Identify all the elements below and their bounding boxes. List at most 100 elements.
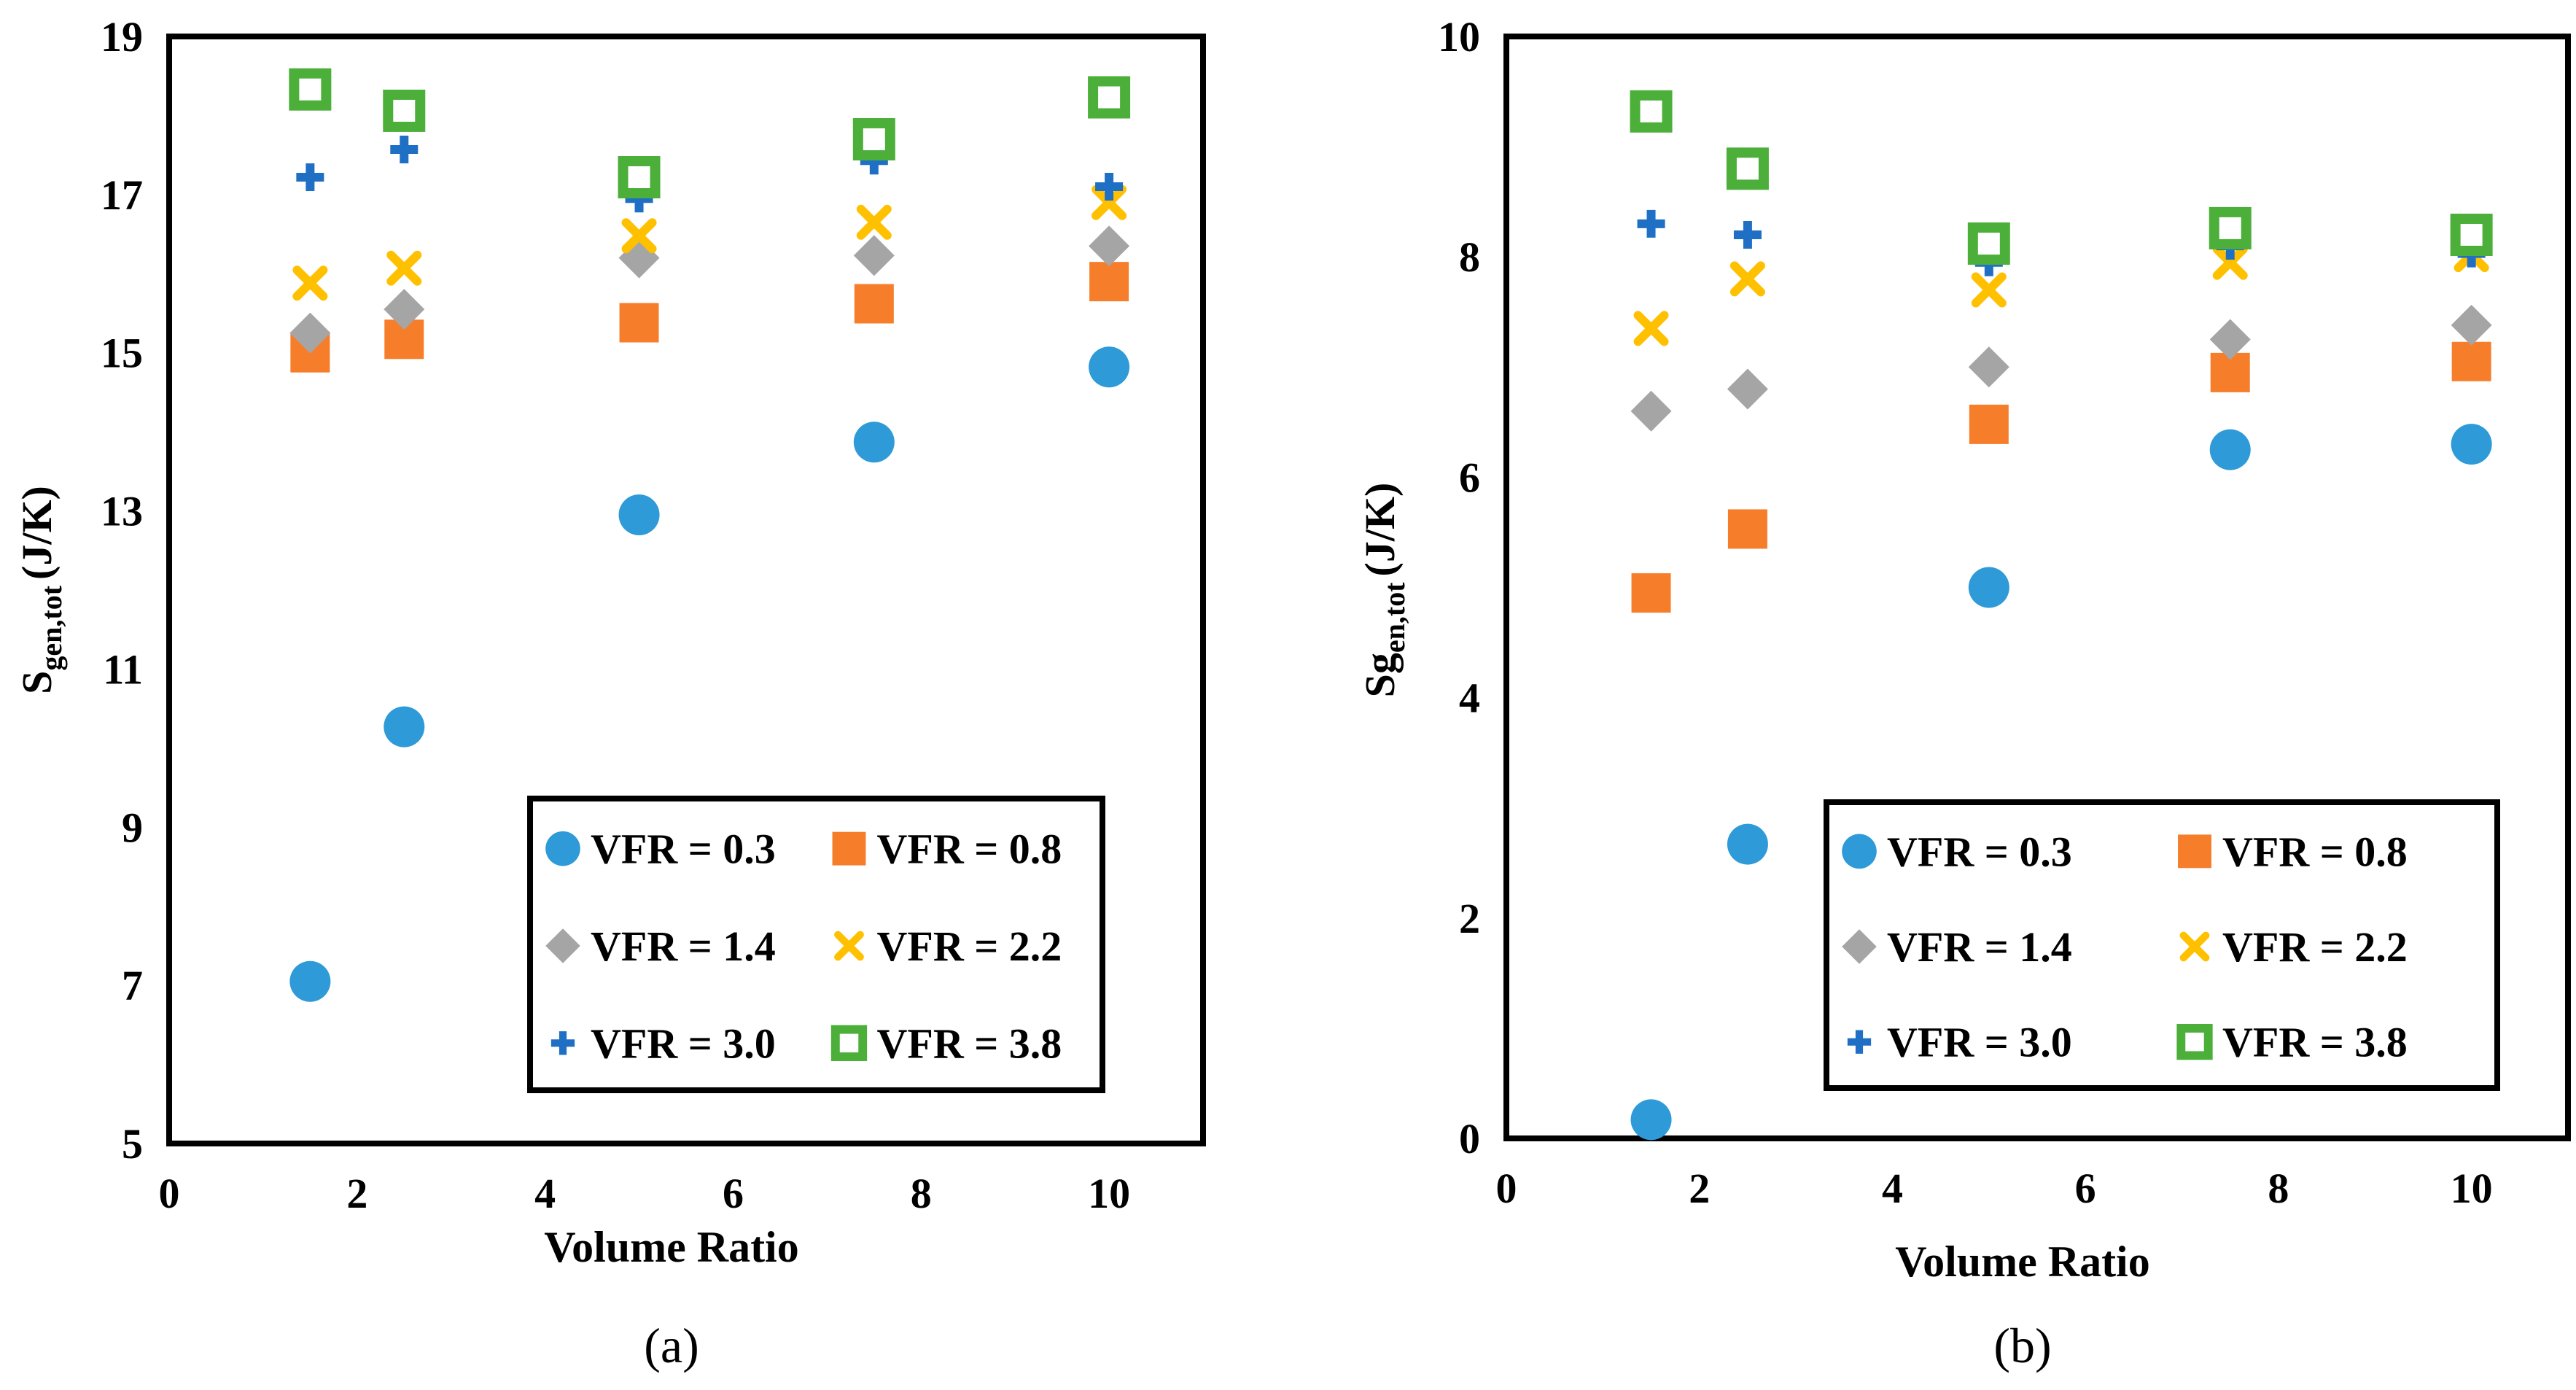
data-point	[1967, 222, 2010, 265]
x-tick-label: 6	[2075, 1165, 2096, 1212]
data-point	[1630, 1099, 1672, 1141]
data-point	[1969, 404, 2009, 444]
y-tick-label: 9	[122, 804, 143, 851]
legend-marker	[2179, 931, 2210, 962]
y-tick-label: 17	[101, 171, 143, 219]
legend: VFR = 0.3 VFR = 0.8 VFR = 1.4 VFR = 2.2 VFR …	[527, 796, 1105, 1093]
series-vfr-0-3	[289, 346, 1130, 1002]
x-axis-title: Volume Ratio	[544, 1223, 798, 1271]
y-tick-label: 4	[1459, 675, 1480, 722]
legend-marker	[834, 931, 864, 961]
legend-marker	[2176, 1024, 2213, 1060]
series-vfr-3-8	[289, 68, 1131, 199]
y-axis-title-main: Sg	[1356, 653, 1404, 697]
x-tick-label: 0	[1496, 1165, 1517, 1212]
data-point	[386, 250, 422, 286]
legend-entry-label: VFR = 1.4	[591, 923, 776, 970]
panel-label: (b)	[1993, 1318, 2051, 1373]
y-axis-title-unit: (J/K)	[1356, 483, 1404, 577]
x-tick-label: 10	[1088, 1170, 1130, 1217]
y-axis-title-subscript: gen,tot	[35, 585, 68, 670]
legend-marker	[1842, 834, 1877, 869]
data-point	[1630, 390, 1672, 432]
data-point	[1630, 90, 1673, 133]
legend-entry-label: VFR = 3.0	[591, 1020, 776, 1067]
legend-box	[527, 796, 1105, 1093]
data-point	[621, 218, 657, 254]
legend-marker	[1842, 929, 1877, 964]
data-point	[856, 204, 892, 240]
panel-label: (a)	[644, 1318, 699, 1373]
plot-area-border	[1503, 34, 2571, 1141]
data-point	[1726, 147, 1769, 190]
data-point	[1631, 573, 1671, 613]
legend-marker	[830, 1025, 868, 1061]
legend-entry-label: VFR = 0.8	[2222, 828, 2408, 875]
y-tick-label: 19	[101, 13, 143, 61]
y-tick-label: 13	[101, 488, 143, 535]
data-point	[289, 960, 331, 1002]
data-point	[1089, 262, 1129, 302]
y-axis-title-unit: (J/K)	[13, 486, 61, 580]
data-point	[852, 117, 895, 160]
y-axis-title-main: S	[13, 671, 61, 694]
legend-marker	[545, 928, 580, 963]
data-point	[384, 706, 425, 748]
legend-entry-label: VFR = 0.3	[591, 826, 776, 873]
data-point	[618, 156, 661, 199]
legend-marker	[1847, 1030, 1872, 1054]
legend-entry-label: VFR = 2.2	[877, 923, 1062, 970]
y-tick-label: 8	[1459, 233, 1480, 281]
data-point	[1092, 185, 1127, 220]
data-point	[390, 136, 419, 164]
data-point	[1968, 346, 2009, 388]
legend-box	[1824, 799, 2500, 1091]
data-point	[1089, 225, 1130, 267]
x-axis-title: Volume Ratio	[1895, 1238, 2149, 1286]
data-point	[2451, 424, 2492, 465]
x-tick-label: 8	[911, 1170, 932, 1217]
y-tick-label: 7	[122, 962, 143, 1009]
series-vfr-1-4	[1630, 304, 2492, 432]
data-point	[1729, 261, 1765, 297]
data-point	[1971, 272, 2007, 308]
data-point	[1727, 823, 1768, 865]
legend-entry-label: VFR = 1.4	[1887, 923, 2072, 971]
legend-entry-label: VFR = 0.8	[877, 826, 1062, 873]
x-tick-label: 2	[1689, 1165, 1710, 1212]
y-tick-label: 5	[122, 1120, 143, 1168]
x-tick-label: 4	[534, 1170, 556, 1217]
data-point	[2212, 244, 2248, 280]
data-point	[289, 68, 332, 111]
data-point	[2209, 319, 2251, 360]
data-point	[2451, 341, 2491, 381]
y-tick-label: 11	[103, 645, 143, 693]
data-point	[289, 312, 331, 354]
legend: VFR = 0.3 VFR = 0.8 VFR = 1.4 VFR = 2.2 VFR …	[1824, 799, 2500, 1091]
y-axis-title: Sgen,tot (J/K)	[1356, 483, 1411, 698]
chart-a: 5 7 9 11 13 15 17 19 0 2 4 6 8 10 Volume Ratio Sgen,tot…	[13, 13, 1206, 1373]
x-tick-label: 2	[346, 1170, 367, 1217]
data-point	[1727, 368, 1768, 410]
data-point	[1095, 173, 1124, 201]
legend-entry-label: VFR = 3.8	[877, 1020, 1062, 1067]
series-vfr-3-8	[1630, 90, 2493, 265]
series-vfr-0-8	[1631, 341, 2491, 613]
data-point	[2451, 304, 2492, 346]
y-axis-title-subscript: en,tot	[1378, 582, 1411, 653]
legend-marker	[2178, 834, 2211, 869]
series-vfr-2-2	[1633, 237, 2489, 346]
data-point	[1968, 567, 2009, 608]
data-point	[1727, 509, 1767, 549]
y-tick-label: 10	[1438, 13, 1480, 61]
x-tick-label: 0	[159, 1170, 180, 1217]
data-point	[853, 235, 895, 276]
plot-area-border	[166, 34, 1206, 1146]
legend-marker	[550, 1031, 575, 1055]
chart-b: 0 2 4 6 8 10 0 2 4 6 8 10 Volume Ratio Sgen,tot (J/K) V…	[1356, 13, 2571, 1373]
data-point	[618, 494, 660, 535]
y-tick-label: 2	[1459, 895, 1480, 942]
data-point	[618, 237, 660, 279]
y-tick-label: 6	[1459, 454, 1480, 501]
x-tick-label: 4	[1882, 1165, 1903, 1212]
